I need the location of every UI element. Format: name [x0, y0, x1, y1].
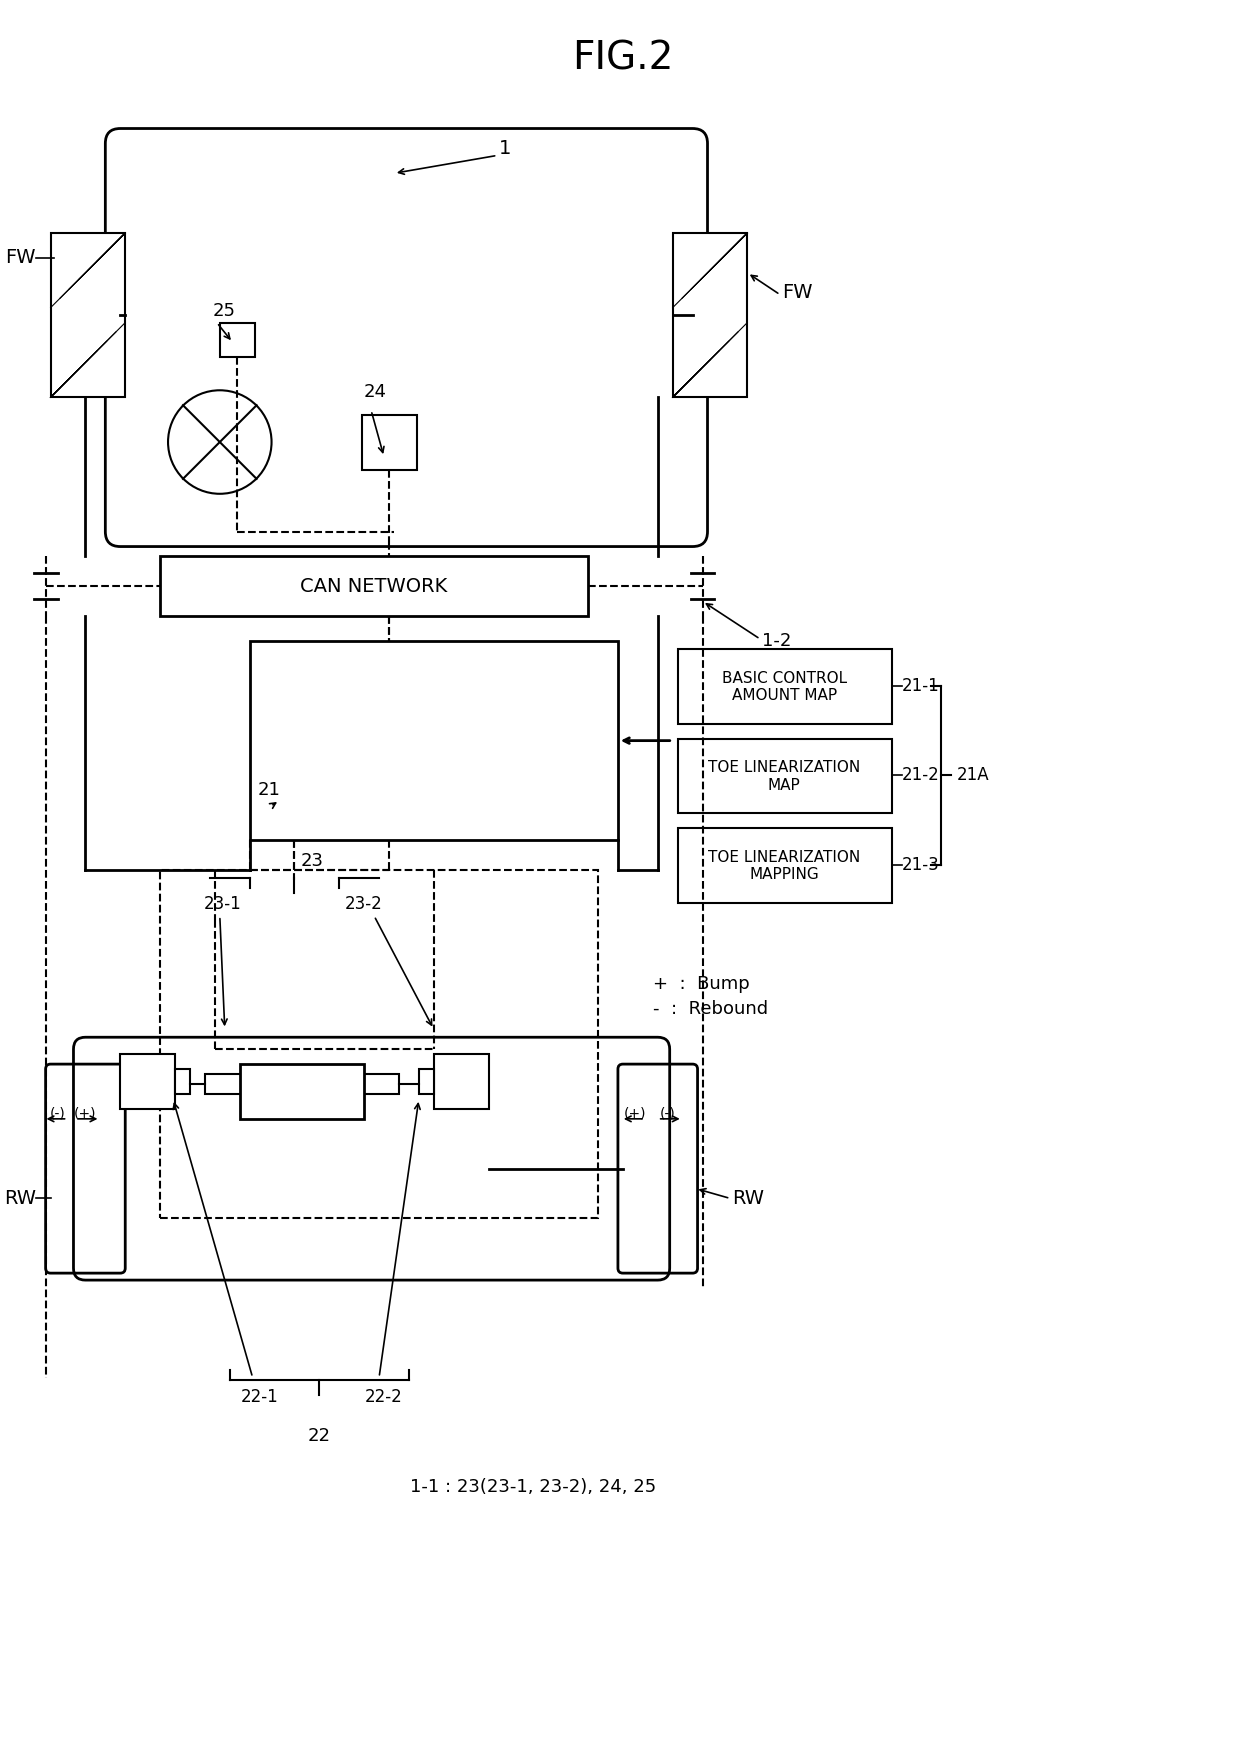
Text: 22-2: 22-2	[365, 1388, 403, 1405]
Text: 21A: 21A	[956, 766, 990, 784]
Text: 25: 25	[213, 301, 236, 320]
Bar	[239, 1064, 365, 1118]
Text: FIG.2: FIG.2	[572, 40, 673, 77]
Circle shape	[169, 390, 272, 493]
Text: CAN NETWORK: CAN NETWORK	[300, 578, 448, 595]
Text: 24: 24	[365, 383, 387, 401]
Bar	[677, 738, 892, 814]
Text: TOE LINEARIZATION
MAP: TOE LINEARIZATION MAP	[708, 760, 861, 793]
Text: FW: FW	[782, 284, 812, 303]
Text: 22: 22	[308, 1428, 331, 1446]
Bar	[160, 870, 598, 1218]
Text: (-): (-)	[660, 1108, 676, 1122]
Text: FW: FW	[5, 248, 36, 268]
Bar	[677, 828, 892, 903]
Bar	[120, 1054, 175, 1110]
Bar	[51, 233, 125, 397]
Text: (+): (+)	[74, 1108, 97, 1122]
Text: 1: 1	[498, 138, 511, 158]
Text: RW: RW	[4, 1188, 36, 1207]
Text: RW: RW	[733, 1188, 764, 1207]
Bar	[677, 649, 892, 724]
FancyBboxPatch shape	[618, 1064, 698, 1274]
Text: 1-2: 1-2	[763, 632, 791, 649]
Text: -  :  Rebound: - : Rebound	[652, 1001, 768, 1018]
Text: +  :  Bump: + : Bump	[652, 975, 749, 994]
Text: 23-2: 23-2	[345, 894, 383, 914]
Bar	[249, 640, 618, 840]
Bar	[419, 1069, 434, 1094]
FancyBboxPatch shape	[46, 1064, 125, 1274]
Text: 21-2: 21-2	[901, 766, 940, 784]
Text: 21-3: 21-3	[901, 856, 940, 873]
Text: 23: 23	[301, 852, 324, 870]
Text: (+): (+)	[624, 1108, 646, 1122]
Text: 1-1 : 23(23-1, 23-2), 24, 25: 1-1 : 23(23-1, 23-2), 24, 25	[410, 1479, 656, 1496]
Text: 21: 21	[258, 782, 280, 800]
Bar	[672, 233, 748, 397]
Text: TOE LINEARIZATION
MAPPING: TOE LINEARIZATION MAPPING	[708, 850, 861, 882]
Bar	[175, 1069, 190, 1094]
Bar	[434, 1054, 489, 1110]
Bar	[362, 415, 417, 471]
Text: 23-1: 23-1	[203, 894, 242, 914]
Bar	[205, 1074, 399, 1094]
Text: 21-1: 21-1	[901, 677, 940, 695]
Text: (-): (-)	[50, 1108, 66, 1122]
Bar	[160, 556, 588, 616]
Text: BASIC CONTROL
AMOUNT MAP: BASIC CONTROL AMOUNT MAP	[722, 670, 847, 704]
FancyBboxPatch shape	[105, 128, 708, 546]
Bar	[219, 322, 254, 357]
Text: 22-1: 22-1	[241, 1388, 279, 1405]
